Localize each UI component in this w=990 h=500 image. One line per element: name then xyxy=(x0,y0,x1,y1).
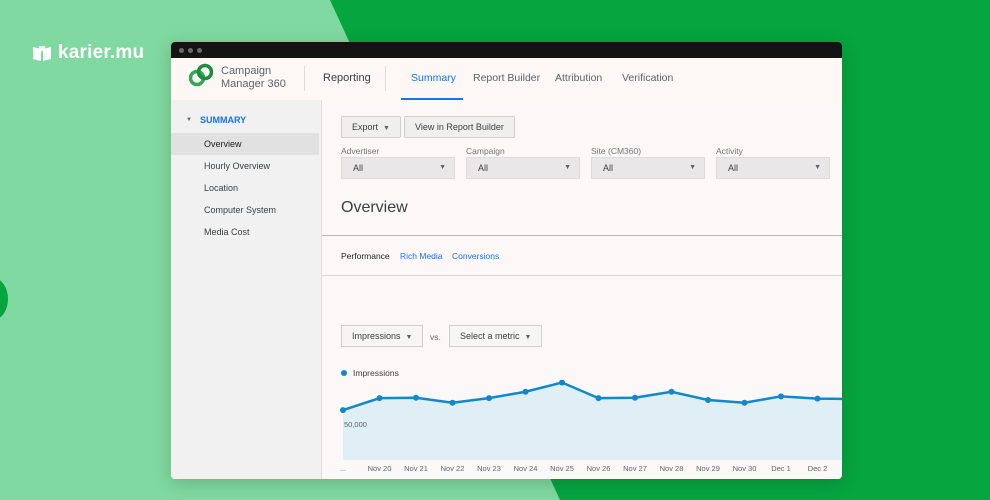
window-titlebar xyxy=(171,42,842,58)
x-tick-label: Nov 27 xyxy=(623,464,647,473)
activity-value: All xyxy=(728,163,739,173)
tab-performance[interactable]: Performance xyxy=(341,251,390,261)
data-point[interactable] xyxy=(486,395,492,402)
y-tick-label: 50,000 xyxy=(344,420,367,429)
logo-line-1: Campaign xyxy=(221,64,272,77)
tab-conversions[interactable]: Conversions xyxy=(452,251,500,261)
page-title: Overview xyxy=(341,199,408,216)
caret-down-icon: ▼ xyxy=(383,125,390,132)
x-tick-label: Nov 30 xyxy=(733,464,757,473)
caret-down-icon: ▼ xyxy=(564,164,571,171)
sidebar-item-hourly-overview[interactable]: Hourly Overview xyxy=(204,161,271,171)
book-icon xyxy=(32,44,52,62)
data-point[interactable] xyxy=(778,393,784,400)
active-tab-indicator xyxy=(401,98,463,100)
x-tick-label: Dec 2 xyxy=(808,464,828,473)
compare-metric-value: Select a metric xyxy=(460,331,520,341)
caret-down-icon: ▼ xyxy=(814,164,821,171)
compare-metric-select[interactable]: Select a metric ▼ xyxy=(449,325,543,347)
caret-down-icon: ▼ xyxy=(405,334,413,341)
x-tick-label: Nov 28 xyxy=(660,464,684,473)
data-point[interactable] xyxy=(814,395,821,402)
sidebar-item-media-cost[interactable]: Media Cost xyxy=(204,227,250,237)
x-tick-label: Nov 29 xyxy=(696,464,720,473)
x-tick-label: Nov 26 xyxy=(587,464,611,473)
x-tick-label: Nov 22 xyxy=(441,464,465,473)
filter-label-activity: Activity xyxy=(716,146,743,156)
tab-attribution[interactable]: Attribution xyxy=(555,72,603,84)
sidebar-item-overview[interactable]: Overview xyxy=(171,133,319,155)
header-divider xyxy=(304,66,305,91)
activity-select[interactable]: All ▼ xyxy=(716,157,830,179)
advertiser-select[interactable]: All ▼ xyxy=(341,157,455,179)
data-point[interactable] xyxy=(413,394,419,401)
data-point[interactable] xyxy=(668,388,675,395)
campaign-select[interactable]: All ▼ xyxy=(466,157,580,179)
legend-dot xyxy=(341,370,347,376)
caret-down-icon: ▼ xyxy=(524,334,532,341)
site-select[interactable]: All ▼ xyxy=(591,157,705,179)
x-tick-label: Nov 20 xyxy=(368,464,392,473)
main-content: Export ▼ View in Report Builder Advertise… xyxy=(322,100,842,479)
divider xyxy=(322,235,842,236)
metric-value: Impressions xyxy=(352,331,401,341)
tab-rich-media[interactable]: Rich Media xyxy=(400,251,443,261)
logo-line-2: Manager 360 xyxy=(221,77,286,90)
window-dot[interactable] xyxy=(197,47,202,53)
data-point[interactable] xyxy=(522,388,529,395)
advertiser-value: All xyxy=(353,163,364,173)
view-in-report-builder-button[interactable]: View in Report Builder xyxy=(404,116,515,138)
sidebar: ▼ SUMMARY Overview Hourly Overview Locat… xyxy=(171,100,322,479)
campaign-manager-icon xyxy=(188,63,214,92)
chart-legend: Impressions xyxy=(341,368,399,378)
export-label: Export xyxy=(352,122,379,132)
tab-summary[interactable]: Summary xyxy=(411,72,456,84)
tab-verification[interactable]: Verification xyxy=(622,72,674,84)
x-tick-label: Nov 23 xyxy=(477,464,501,473)
data-point[interactable] xyxy=(449,399,456,406)
data-point[interactable] xyxy=(559,380,565,386)
campaign-value: All xyxy=(478,163,489,173)
sidebar-heading: SUMMARY xyxy=(199,115,247,125)
filter-label-advertiser: Advertiser xyxy=(341,146,380,156)
filter-label-campaign: Campaign xyxy=(466,146,505,156)
tab-report-builder[interactable]: Report Builder xyxy=(473,72,541,84)
site-value: All xyxy=(603,163,614,173)
x-tick-label: ... xyxy=(340,464,346,473)
background-dot xyxy=(0,278,8,320)
sidebar-item-location[interactable]: Location xyxy=(204,183,239,193)
sidebar-item-computer-system[interactable]: Computer System xyxy=(204,205,277,215)
app-window: Campaign Manager 360 Reporting Summary R… xyxy=(171,42,842,479)
x-tick-label: Nov 21 xyxy=(404,464,428,473)
x-tick-label: Nov 24 xyxy=(514,464,538,473)
nav-reporting[interactable]: Reporting xyxy=(323,72,371,84)
data-point[interactable] xyxy=(741,399,748,406)
brand-logo: karier.mu xyxy=(32,42,144,64)
data-point[interactable] xyxy=(376,395,383,402)
data-point[interactable] xyxy=(632,394,638,401)
x-tick-label: Nov 25 xyxy=(550,464,574,473)
caret-down-icon: ▼ xyxy=(186,117,192,123)
filter-label-site: Site (CM360) xyxy=(591,146,642,156)
data-point[interactable] xyxy=(705,397,711,403)
sidebar-section-summary[interactable]: ▼ SUMMARY xyxy=(186,115,246,125)
divider xyxy=(322,275,842,276)
metric-select[interactable]: Impressions ▼ xyxy=(341,325,424,347)
x-tick-label: Dec 1 xyxy=(771,464,791,473)
data-point[interactable] xyxy=(340,407,346,414)
app-header: Campaign Manager 360 Reporting Summary R… xyxy=(171,58,842,101)
export-button[interactable]: Export ▼ xyxy=(341,116,401,138)
app-logo[interactable]: Campaign Manager 360 xyxy=(188,63,286,92)
window-dot[interactable] xyxy=(188,47,193,53)
brand-name: karier.mu xyxy=(58,42,145,63)
window-dot[interactable] xyxy=(179,47,184,53)
data-point[interactable] xyxy=(595,395,602,402)
header-divider xyxy=(385,66,386,91)
caret-down-icon: ▼ xyxy=(439,164,446,171)
series-area xyxy=(343,382,842,460)
vs-label: vs. xyxy=(430,332,441,342)
legend-label: Impressions xyxy=(353,368,399,378)
caret-down-icon: ▼ xyxy=(689,164,696,171)
